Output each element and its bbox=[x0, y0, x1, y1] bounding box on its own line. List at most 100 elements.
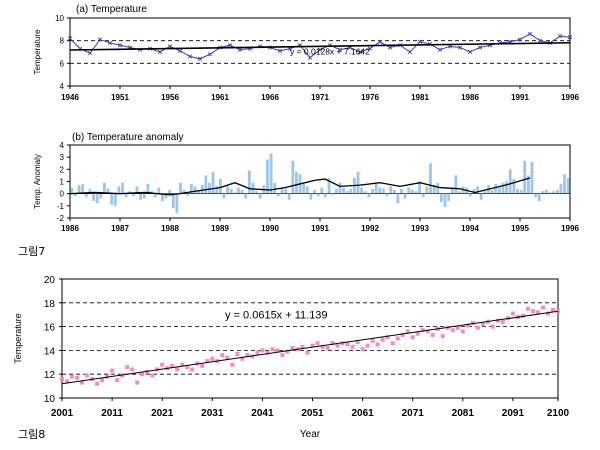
data-point bbox=[305, 350, 310, 355]
data-point bbox=[167, 44, 173, 49]
data-point bbox=[190, 367, 195, 372]
y-tick-label: -2 bbox=[57, 214, 65, 223]
data-point bbox=[490, 324, 495, 329]
data-point bbox=[355, 340, 360, 345]
x-tick-label: 1996 bbox=[561, 93, 579, 102]
data-point bbox=[225, 355, 230, 360]
y-tick-label: 18 bbox=[44, 299, 56, 310]
anomaly-bar bbox=[179, 182, 182, 194]
data-point bbox=[97, 37, 103, 42]
y-tick-label: 4 bbox=[60, 141, 65, 150]
x-tick-label: 1946 bbox=[61, 93, 79, 102]
x-tick-label: 1993 bbox=[411, 224, 429, 233]
anomaly-bar bbox=[555, 190, 559, 194]
anomaly-bar bbox=[439, 193, 443, 203]
y-tick-label: -1 bbox=[57, 202, 65, 211]
x-tick-label: 2041 bbox=[251, 408, 274, 419]
data-point bbox=[527, 31, 533, 36]
data-point bbox=[380, 337, 385, 342]
anomaly-bar bbox=[418, 181, 422, 194]
data-point bbox=[100, 378, 105, 383]
anomaly-bar bbox=[193, 186, 197, 194]
data-point bbox=[540, 305, 545, 310]
data-point bbox=[80, 380, 85, 385]
anomaly-bar bbox=[505, 181, 509, 194]
anomaly-bar bbox=[396, 193, 400, 204]
x-axis-label: Year bbox=[300, 429, 321, 440]
anomaly-bar bbox=[443, 193, 447, 208]
anomaly-bar bbox=[356, 171, 360, 194]
anomaly-bar bbox=[175, 193, 179, 214]
data-point bbox=[240, 356, 245, 361]
x-tick-label: 2071 bbox=[402, 408, 425, 419]
data-point bbox=[415, 331, 420, 336]
data-point bbox=[517, 37, 523, 42]
anomaly-bar bbox=[450, 187, 454, 194]
y-tick-label: 10 bbox=[44, 394, 56, 405]
x-tick-label: 1994 bbox=[461, 224, 479, 233]
y-axis-label: Temperature bbox=[33, 29, 42, 74]
anomaly-bar bbox=[476, 186, 480, 194]
x-tick-label: 1986 bbox=[461, 93, 479, 102]
data-point bbox=[465, 323, 470, 328]
data-point bbox=[495, 318, 500, 323]
data-point bbox=[200, 363, 205, 368]
anomaly-bar bbox=[240, 190, 244, 194]
data-point bbox=[317, 47, 323, 52]
data-point bbox=[75, 375, 80, 380]
figure-7-caption: 그림7 bbox=[18, 245, 46, 258]
anomaly-bar bbox=[95, 193, 99, 204]
anomaly-bar bbox=[186, 193, 190, 197]
y-tick-label: 16 bbox=[44, 323, 56, 334]
anomaly-bar bbox=[258, 193, 262, 199]
anomaly-bar bbox=[324, 193, 327, 198]
x-tick-label: 2021 bbox=[151, 408, 174, 419]
y-tick-label: 0 bbox=[60, 190, 65, 199]
anomaly-bar bbox=[479, 193, 483, 200]
running-mean-line bbox=[69, 177, 531, 196]
anomaly-bar bbox=[244, 193, 248, 199]
data-point bbox=[270, 347, 275, 352]
data-point bbox=[277, 48, 283, 53]
data-point bbox=[455, 325, 460, 330]
data-point bbox=[377, 39, 383, 44]
anomaly-bar bbox=[490, 190, 494, 194]
data-point bbox=[237, 47, 243, 52]
data-point bbox=[135, 380, 140, 385]
y-tick-label: 12 bbox=[44, 370, 56, 381]
data-point bbox=[307, 55, 313, 60]
data-point bbox=[230, 362, 235, 367]
data-point bbox=[477, 45, 483, 50]
plot-frame bbox=[61, 278, 559, 399]
data-point bbox=[335, 343, 340, 348]
anomaly-bar bbox=[334, 188, 338, 194]
anomaly-bar bbox=[367, 193, 371, 198]
anomaly-bar bbox=[371, 188, 374, 194]
y-tick-label: 6 bbox=[60, 59, 65, 68]
data-point bbox=[470, 321, 475, 326]
data-point bbox=[150, 373, 155, 378]
anomaly-bar bbox=[342, 187, 345, 194]
data-point bbox=[320, 344, 325, 349]
data-point bbox=[220, 353, 225, 358]
anomaly-bar bbox=[295, 171, 298, 194]
anomaly-bar bbox=[552, 191, 556, 194]
anomaly-bar bbox=[247, 170, 251, 194]
x-tick-label: 1995 bbox=[511, 224, 529, 233]
anomaly-bar bbox=[447, 193, 451, 201]
data-point bbox=[410, 335, 415, 340]
anomaly-bar bbox=[497, 187, 501, 194]
anomaly-bar bbox=[421, 193, 425, 198]
anomaly-bar bbox=[160, 193, 164, 201]
data-point bbox=[530, 309, 535, 314]
anomaly-bar bbox=[327, 177, 331, 194]
data-point bbox=[480, 322, 485, 327]
data-point bbox=[140, 372, 145, 377]
x-tick-label: 2061 bbox=[351, 408, 374, 419]
anomaly-bar bbox=[501, 182, 505, 194]
trend-line bbox=[61, 310, 559, 385]
y-tick-label: 8 bbox=[60, 37, 65, 46]
anomaly-bar bbox=[410, 190, 414, 194]
data-point bbox=[537, 38, 543, 43]
anomaly-bar bbox=[273, 182, 277, 194]
